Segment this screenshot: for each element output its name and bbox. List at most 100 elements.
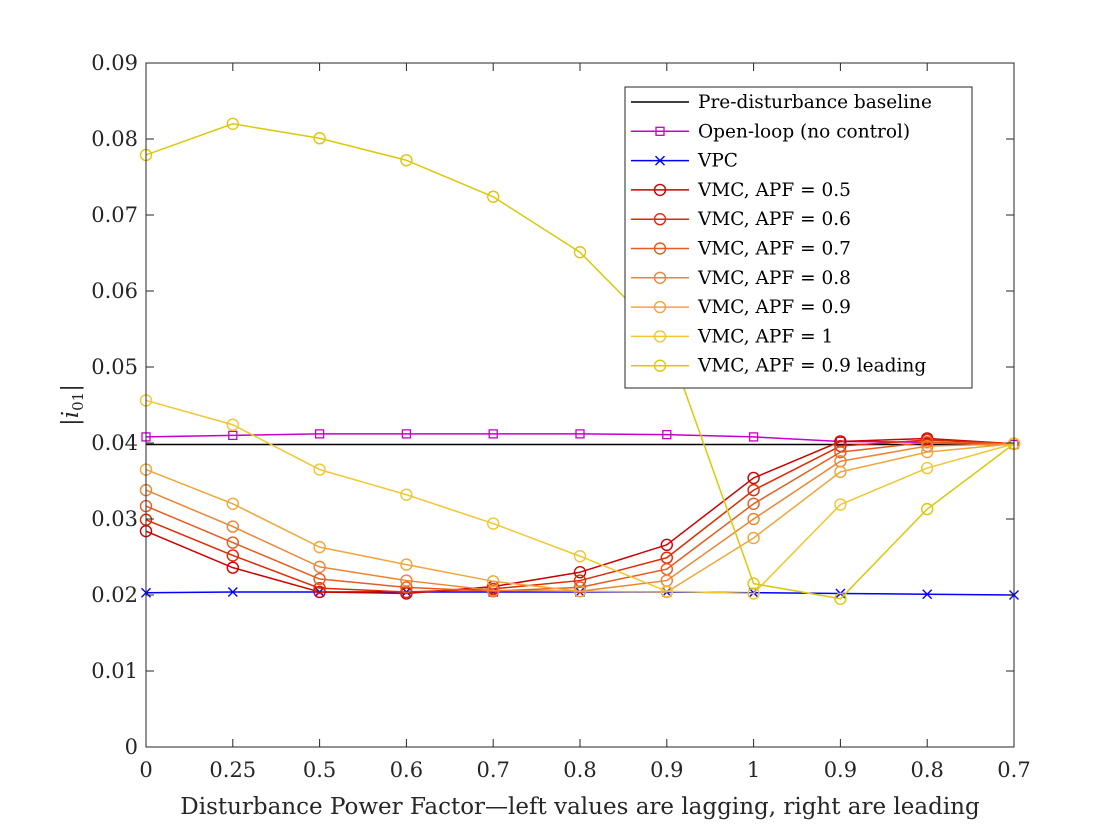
data-point-5-9 [921,436,934,449]
x-tick-label: 0.9 [824,758,857,782]
y-tick-label: 0.05 [91,355,138,379]
data-point-8-3 [400,488,413,501]
data-point-5-5 [573,581,587,594]
data-point-6-3 [400,574,413,587]
y-tick-label: 0.03 [91,507,138,531]
legend-label: VMC, APF = 0.8 [697,268,851,289]
data-point-6-7 [747,512,760,526]
legend-swatch-marker [653,242,667,255]
data-point-3-1 [226,561,240,574]
legend-label: VMC, APF = 0.9 leading [697,356,926,377]
y-axis-label-close: | [58,384,84,392]
data-point-7-3 [400,558,413,571]
data-point-3-5 [573,566,587,579]
series-line-7 [145,443,1015,593]
legend-swatch-marker [653,330,667,343]
legend-label: VPC [697,151,738,172]
data-point-8-2 [313,463,326,476]
data-point-7-2 [313,540,326,554]
data-point-5-8 [834,445,847,459]
data-point-1-5 [575,429,585,439]
y-axis-label-subscript: 01 [69,392,87,411]
legend-label: Pre-disturbance baseline [698,92,932,113]
series-line-3 [145,437,1015,595]
x-tick-label: 0.6 [390,758,423,782]
legend-entry-4: VMC, APF = 0.6 [631,209,851,230]
data-point-3-7 [747,471,760,485]
y-tick-label: 0.07 [91,203,138,227]
x-tick-label: 0 [139,758,152,782]
data-point-7-7 [747,531,760,545]
x-axis-label: Disturbance Power Factor—left values are… [180,794,980,820]
data-point-7-8 [834,465,847,479]
data-point-8-5 [573,550,587,563]
data-point-4-7 [747,483,760,497]
data-point-7-9 [921,445,934,459]
data-point-2-1 [227,586,238,597]
data-point-6-2 [313,560,326,574]
labels-layer: Disturbance Power Factor—left values are… [58,384,980,820]
legend-entry-6: VMC, APF = 0.8 [631,268,851,289]
legend-label: VMC, APF = 0.7 [697,239,851,260]
data-point-5-1 [226,536,240,549]
legend-swatch-marker [653,183,667,197]
data-point-4-1 [226,549,240,562]
data-point-5-3 [400,581,413,594]
legend-swatch-marker [653,300,667,314]
legend: Pre-disturbance baseline Open-loop (no co… [624,86,973,389]
legend-swatch-marker [653,359,667,372]
data-point-5-2 [313,572,326,586]
legend-entry-1: Open-loop (no control) [631,121,910,142]
data-point-9-1 [226,117,240,131]
legend-label: VMC, APF = 0.9 [697,297,851,318]
data-point-9-3 [400,154,413,167]
data-point-8-4 [487,517,500,530]
x-tick-label: 0.8 [563,758,596,782]
y-axis-label: |i01| [58,384,87,426]
series-line-1 [145,433,1015,446]
x-tick-label: 0.25 [209,758,256,782]
data-point-6-4 [487,584,500,597]
series-1 [141,429,1019,450]
data-point-1-7 [748,432,759,442]
series-line-8 [145,399,1015,595]
y-tick-label: 0.02 [91,583,138,607]
data-point-2-9 [922,589,933,600]
legend-swatch-marker [653,212,667,226]
data-point-9-9 [921,502,934,516]
data-point-5-7 [747,497,760,510]
x-tick-label: 0.7 [476,758,509,782]
series-layer [139,117,1021,605]
legend-box [624,86,973,389]
series-line-5 [145,441,1015,592]
y-tick-label: 0.06 [91,279,138,303]
legend-entry-2: VPC [631,151,738,172]
legend-swatch-marker [653,271,667,284]
data-point-1-3 [401,429,412,439]
data-point-3-2 [313,585,326,599]
legend-label: VMC, APF = 0.6 [697,209,851,230]
legend-swatch-marker [655,126,665,136]
data-point-8-6 [660,585,673,598]
data-point-9-4 [487,190,500,203]
data-point-1-6 [662,429,672,440]
x-tick-label: 0.7 [997,758,1030,782]
data-point-8-7 [747,587,760,600]
data-point-6-1 [226,520,240,533]
data-point-4-2 [313,581,326,595]
data-point-1-4 [488,429,498,439]
data-point-8-1 [226,418,240,431]
data-point-1-1 [228,430,238,441]
data-point-9-5 [573,246,587,259]
data-point-9-7 [747,577,760,590]
y-tick-label: 0.09 [91,51,138,75]
data-point-7-5 [573,585,587,598]
data-point-8-9 [921,461,934,475]
y-tick-label: 0.01 [91,659,138,683]
data-point-7-1 [226,497,240,510]
legend-label: VMC, APF = 1 [697,326,833,347]
series-9 [139,117,1021,605]
legend-entry-3: VMC, APF = 0.5 [631,180,851,201]
legend-entry-9: VMC, APF = 0.9 leading [631,356,926,377]
